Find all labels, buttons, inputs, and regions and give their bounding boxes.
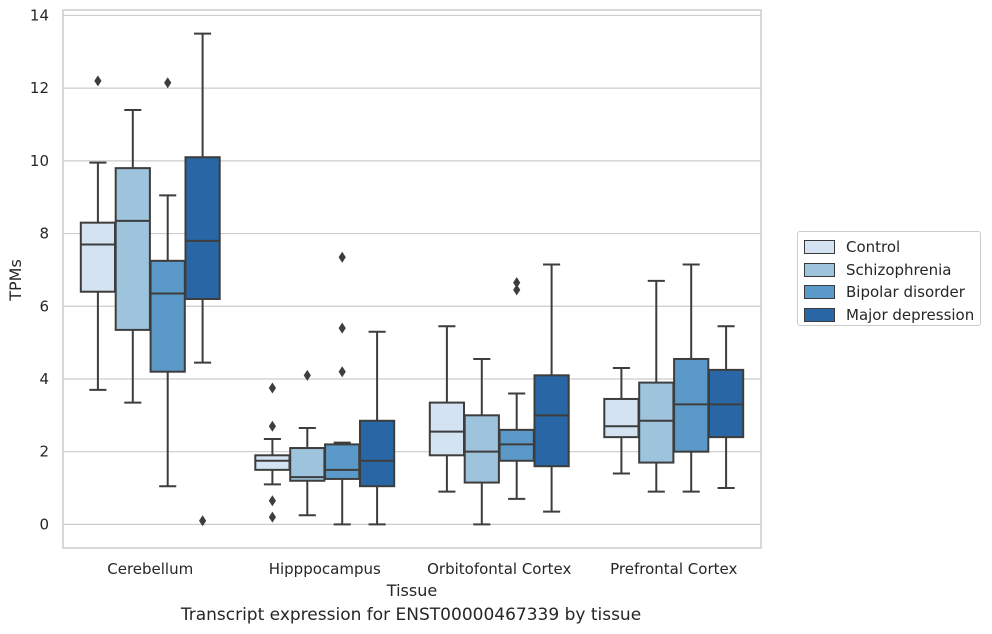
box-orbitofontal-cortex-major-depression — [533, 263, 570, 513]
outlier-point — [513, 284, 521, 296]
x-tick-label-prefrontal-cortex: Prefrontal Cortex — [610, 560, 737, 578]
legend-item-major-depression: Major depression — [804, 304, 980, 327]
iqr-box — [463, 414, 500, 484]
legend-label-major-depression: Major depression — [846, 305, 975, 324]
iqr-box — [603, 397, 640, 439]
outlier-point — [164, 77, 172, 89]
iqr-box — [638, 381, 675, 464]
box-hipppocampus-major-depression — [358, 330, 396, 526]
outlier-point — [338, 366, 346, 378]
legend-swatch-major-depression — [804, 307, 835, 322]
box-cerebellum-bipolar-disorder — [149, 77, 186, 488]
box-prefrontal-cortex-control — [603, 367, 640, 475]
y-tick-label: 8 — [39, 225, 49, 243]
iqr-box — [533, 374, 570, 468]
y-tick-label: 12 — [30, 79, 49, 97]
y-tick-labels: 0 2 4 6 8 10 12 14 — [30, 6, 49, 533]
box-cerebellum-schizophrenia — [114, 108, 151, 404]
outlier-point — [338, 322, 346, 334]
y-tick-label: 2 — [39, 443, 49, 461]
iqr-box — [428, 401, 466, 457]
iqr-box — [79, 221, 117, 293]
outlier-point — [94, 75, 102, 87]
box-hipppocampus-control — [254, 382, 291, 523]
y-tick-label: 6 — [39, 297, 49, 315]
box-prefrontal-cortex-schizophrenia — [638, 279, 675, 493]
legend-label-bipolar-disorder: Bipolar disorder — [846, 283, 965, 302]
plot-frame — [62, 9, 762, 549]
iqr-box — [289, 447, 326, 482]
outlier-point — [268, 382, 276, 394]
legend-label-control: Control — [846, 238, 901, 257]
outlier-point — [303, 369, 311, 381]
iqr-box — [254, 454, 291, 471]
outlier-point — [338, 251, 346, 263]
legend-swatch-schizophrenia — [804, 262, 835, 277]
outlier-point — [268, 511, 276, 523]
x-axis-label: Tissue — [386, 581, 437, 600]
legend-item-schizophrenia: Schizophrenia — [804, 259, 980, 282]
y-axis-label: TPMs — [6, 259, 25, 302]
outlier-point — [268, 495, 276, 507]
outlier-point — [513, 277, 521, 289]
x-tick-labels: Cerebellum Hipppocampus Orbitofontal Corte… — [107, 560, 737, 578]
box-prefrontal-cortex-major-depression — [707, 325, 745, 490]
box-orbitofontal-cortex-control — [428, 325, 466, 493]
legend-label-schizophrenia: Schizophrenia — [846, 260, 952, 279]
y-tick-label: 14 — [30, 6, 49, 24]
box-orbitofontal-cortex-schizophrenia — [463, 357, 500, 526]
box-orbitofontal-cortex-bipolar-disorder — [498, 277, 535, 500]
box-hipppocampus-bipolar-disorder — [324, 251, 361, 526]
iqr-box — [114, 167, 151, 331]
y-tick-label: 4 — [39, 370, 49, 388]
iqr-box — [358, 419, 396, 488]
box-cerebellum-control — [79, 75, 117, 391]
figure-caption: Transcript expression for ENST0000046733… — [180, 605, 642, 625]
legend-swatch-bipolar-disorder — [804, 285, 835, 300]
outlier-point — [199, 515, 207, 527]
y-tick-label: 0 — [39, 515, 49, 533]
box-cerebellum-major-depression — [184, 32, 221, 527]
iqr-box — [149, 259, 186, 373]
legend-item-control: Control — [804, 236, 980, 259]
legend-swatch-control — [804, 240, 835, 255]
box-hipppocampus-schizophrenia — [289, 369, 326, 517]
box-groups — [79, 32, 745, 527]
x-tick-label-orbitofontal-cortex: Orbitofontal Cortex — [427, 560, 571, 578]
iqr-box — [324, 443, 361, 480]
outlier-point — [268, 420, 276, 432]
iqr-box — [184, 156, 221, 300]
legend: Control Schizophrenia Bipolar disorder M… — [797, 231, 981, 326]
box-prefrontal-cortex-bipolar-disorder — [673, 263, 710, 493]
x-tick-label-hipppocampus: Hipppocampus — [269, 560, 381, 578]
y-tick-label: 10 — [30, 152, 49, 170]
x-tick-label-cerebellum: Cerebellum — [107, 560, 193, 578]
legend-item-bipolar-disorder: Bipolar disorder — [804, 281, 980, 304]
